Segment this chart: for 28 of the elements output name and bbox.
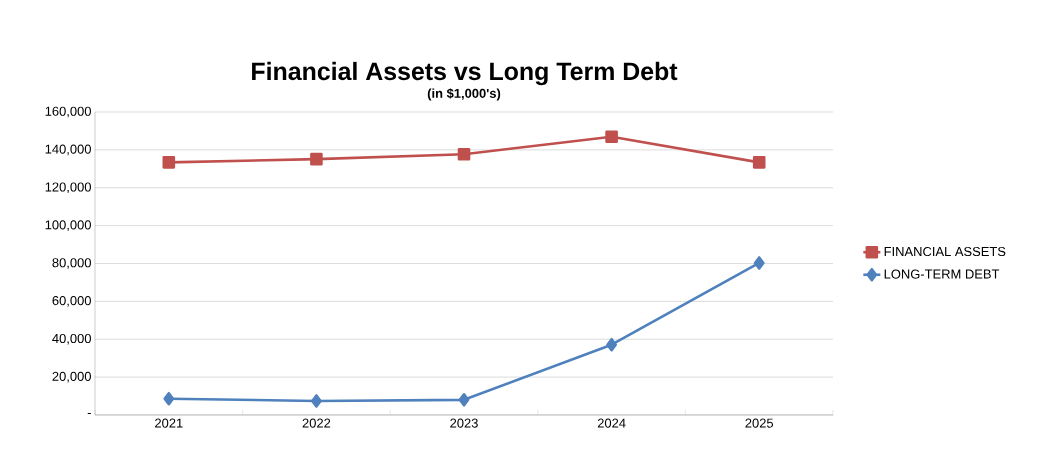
y-tick-label: - (87, 413, 91, 415)
point (457, 147, 471, 161)
y-tick-label: 20,000 (52, 371, 91, 383)
chart-title: Financial Assets vs Long Term Debt (252, 61, 678, 86)
legend-label: LONG-TERM DEBT (884, 269, 1000, 279)
point (605, 130, 618, 144)
point (752, 156, 766, 169)
x-tick-label: 2022 (302, 418, 331, 428)
x-tick-label: 2025 (745, 418, 774, 428)
y-tick-label: 80,000 (52, 258, 91, 269)
x-tick-label: 2023 (450, 418, 478, 428)
point (310, 394, 322, 408)
y-tick-label: 140,000 (45, 144, 91, 156)
legend-label: FINANCIAL ASSETS (884, 246, 1006, 257)
chart-subtitle: (in $1,000's) (427, 88, 501, 101)
y-tick-label: 160,000 (45, 106, 91, 118)
point (753, 256, 765, 270)
y-tick-label: 60,000 (52, 296, 91, 307)
point (606, 337, 618, 352)
y-tick-label: 40,000 (52, 333, 91, 345)
point (163, 391, 175, 406)
y-tick-label: 120,000 (45, 182, 91, 194)
point (458, 393, 470, 407)
x-tick-label: 2021 (155, 418, 183, 428)
x-tick-label: 2024 (597, 418, 626, 428)
point (310, 152, 323, 166)
y-tick-label: 100,000 (45, 220, 91, 231)
point (162, 156, 176, 169)
